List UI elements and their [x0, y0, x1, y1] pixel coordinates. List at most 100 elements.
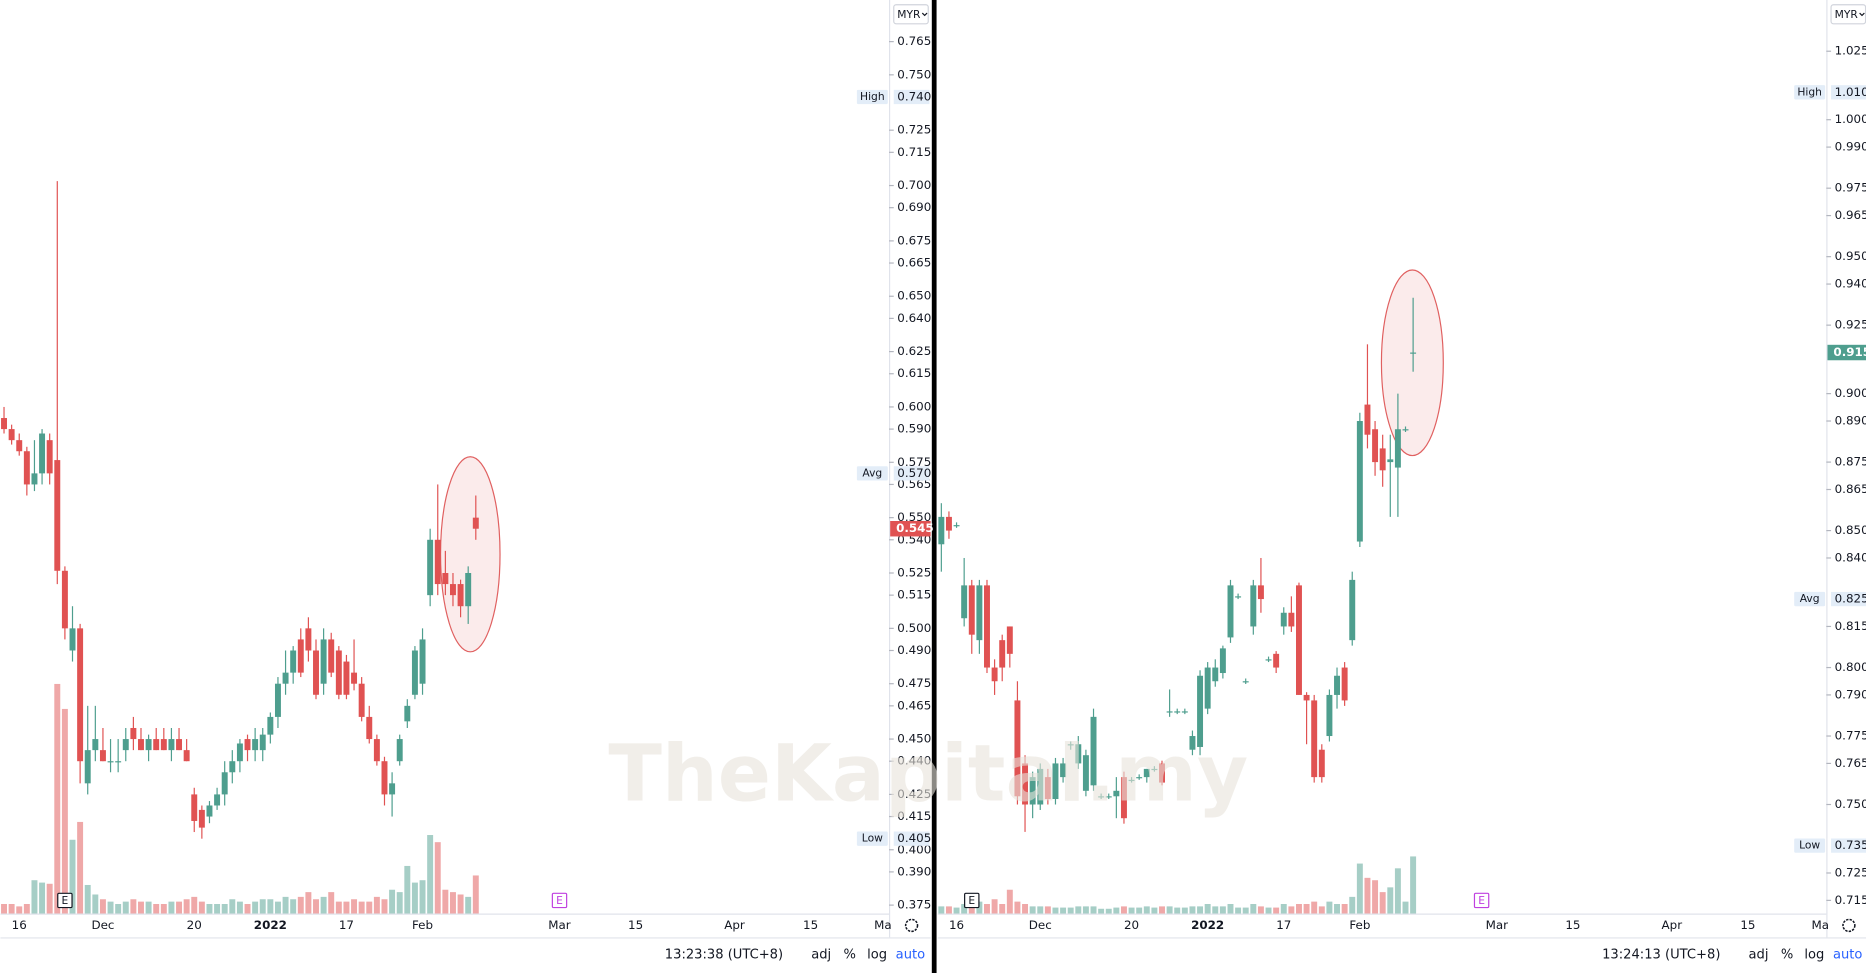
candle-body	[221, 772, 228, 795]
currency[interactable]: MYR	[1835, 8, 1859, 21]
y-tick-label: 0.725	[897, 123, 931, 137]
footer-button[interactable]: adj	[1749, 948, 1769, 963]
event-box[interactable]	[1473, 892, 1490, 909]
volume-bar	[1318, 906, 1325, 914]
candle-body	[465, 573, 472, 607]
y-tick-label: 0.875	[1835, 455, 1866, 469]
volume-bar	[282, 896, 289, 914]
y-tick-label: 0.800	[1835, 660, 1866, 674]
footer-button[interactable]: auto	[1833, 948, 1862, 963]
volume-bar	[191, 896, 198, 914]
y-tick-label: 0.850	[1835, 523, 1866, 537]
volume-bar	[252, 901, 259, 914]
y-tick-label: 0.790	[1835, 687, 1866, 701]
marker-value-box	[1831, 591, 1866, 607]
candle-body	[99, 750, 106, 762]
candle-body	[1250, 585, 1257, 627]
candle-body	[351, 672, 358, 684]
volume-bar	[39, 882, 46, 914]
y-tick-label: 0.640	[897, 311, 931, 325]
volume-bar	[16, 906, 23, 914]
candle-body	[31, 473, 38, 485]
candle-body	[1257, 585, 1264, 600]
candle-body	[411, 650, 418, 695]
volume-bar	[54, 683, 61, 914]
volume-bar	[404, 865, 411, 914]
y-tick-label: 1.000	[1835, 112, 1866, 126]
volume-bar	[381, 899, 388, 914]
volume-bar	[1212, 906, 1219, 914]
candle-body	[976, 585, 983, 641]
footer-button[interactable]: %	[844, 948, 856, 963]
volume-bar	[77, 821, 84, 914]
volume-bar	[1379, 892, 1386, 914]
footer-button[interactable]: log	[1804, 948, 1824, 963]
candle-body	[1067, 744, 1074, 746]
currency-button[interactable]	[893, 4, 929, 25]
event-label[interactable]: E	[1478, 894, 1485, 907]
marker-name: High	[860, 90, 885, 103]
volume-bar	[945, 906, 952, 914]
currency[interactable]: MYR	[897, 8, 921, 21]
event-label[interactable]: E	[968, 894, 975, 907]
x-tick-label: Feb	[1349, 918, 1370, 932]
volume-bar	[84, 884, 91, 914]
y-tick-label: 0.940	[1835, 277, 1866, 291]
candle-body	[1280, 612, 1287, 627]
candle-body	[191, 794, 198, 821]
volume-bar	[1250, 904, 1257, 914]
candle-body	[46, 440, 53, 474]
candle-body	[1326, 694, 1333, 737]
footer-button[interactable]: adj	[811, 948, 831, 963]
candle-body	[1022, 763, 1029, 805]
volume-bar	[1349, 896, 1356, 914]
y-tick-label: 0.625	[897, 344, 931, 358]
footer-button[interactable]: log	[867, 948, 887, 963]
candle-body	[1037, 768, 1044, 805]
x-tick-label: 15	[803, 918, 818, 932]
candle-body	[366, 716, 373, 740]
volume-bar	[991, 899, 998, 914]
y-tick-label: 0.950	[1835, 249, 1866, 263]
marker-name: Low	[1799, 839, 1820, 852]
candle-body	[69, 628, 76, 651]
settings-gear[interactable]	[904, 918, 919, 933]
volume-bar	[31, 880, 38, 914]
marker-name-box	[1794, 838, 1826, 853]
footer-time: 13:23:38 (UTC+8)	[665, 948, 783, 963]
volume-bar	[1136, 907, 1143, 914]
candle-body	[984, 585, 990, 668]
volume-bar	[1387, 887, 1394, 914]
volume-bar	[343, 901, 350, 914]
volume-bar	[1075, 906, 1082, 914]
volume-bar	[449, 892, 456, 914]
volume-bar	[46, 883, 53, 914]
candle-body	[358, 683, 365, 717]
candle-body	[267, 716, 274, 735]
y-tick-label: 1.025	[1835, 44, 1866, 58]
event-box[interactable]	[551, 892, 568, 909]
volume-bar	[1356, 863, 1363, 914]
event-box[interactable]	[57, 892, 73, 909]
volume-bar	[320, 896, 327, 914]
y-tick-label: 0.715	[897, 145, 931, 159]
event-box[interactable]	[964, 892, 980, 909]
y-tick-label: 0.665	[897, 256, 931, 270]
footer-button[interactable]: auto	[896, 948, 925, 963]
volume-bar	[1372, 880, 1379, 914]
candle-body	[259, 734, 266, 751]
candle-body	[1212, 667, 1219, 682]
event-label[interactable]: E	[62, 894, 69, 907]
event-label[interactable]: E	[556, 894, 563, 907]
candle-body	[1235, 596, 1242, 598]
marker-value: 0.405	[897, 831, 931, 845]
volume-bar	[351, 899, 358, 914]
candle-body	[1318, 749, 1325, 778]
volume-bar	[168, 901, 175, 914]
x-tick-label: 17	[339, 918, 354, 932]
candle-body	[61, 570, 68, 629]
settings-gear[interactable]	[1842, 918, 1856, 933]
volume-bar	[1067, 907, 1074, 914]
footer-button[interactable]: %	[1781, 948, 1793, 963]
